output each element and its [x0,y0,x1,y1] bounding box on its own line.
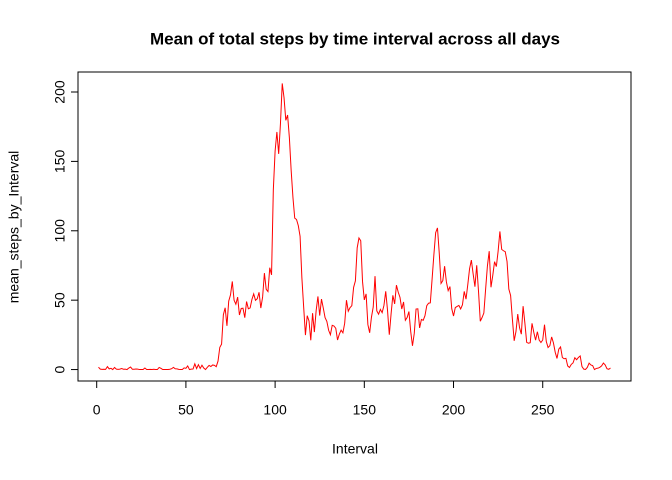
x-tick-label: 0 [93,402,101,418]
y-axis-label: mean_steps_by_Interval [6,151,22,304]
data-line [98,83,611,371]
y-tick-label: 50 [52,292,68,308]
x-axis-label: Interval [332,441,378,457]
y-tick-label: 0 [52,365,68,373]
x-tick-label: 100 [263,402,287,418]
y-tick-label: 100 [52,219,68,243]
x-tick-label: 250 [531,402,555,418]
x-tick-label: 50 [178,402,194,418]
x-tick-label: 150 [353,402,377,418]
y-tick-label: 200 [52,80,68,104]
plot-box [77,71,632,382]
chart-title: Mean of total steps by time interval acr… [150,29,560,48]
x-tick-label: 200 [442,402,466,418]
y-tick-label: 150 [52,150,68,174]
